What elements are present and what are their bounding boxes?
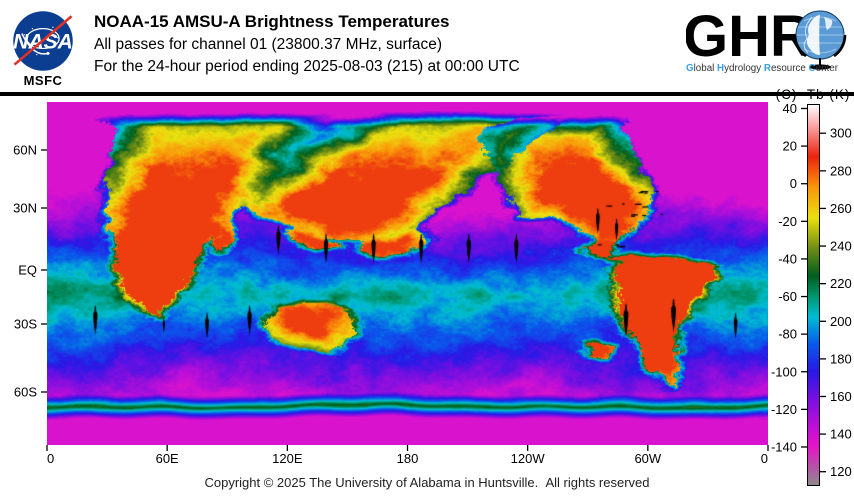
svg-text:260: 260 <box>830 201 852 216</box>
svg-text:-80: -80 <box>778 327 797 342</box>
svg-text:220: 220 <box>830 276 852 291</box>
svg-text:300: 300 <box>830 126 852 141</box>
svg-text:200: 200 <box>830 314 852 329</box>
svg-text:160: 160 <box>830 389 852 404</box>
svg-text:30S: 30S <box>14 317 37 332</box>
svg-text:GHR: GHR <box>686 8 812 69</box>
svg-text:-20: -20 <box>778 214 797 229</box>
svg-text:Global Hydrology Resource Cent: Global Hydrology Resource Center <box>686 63 839 74</box>
svg-text:-60: -60 <box>778 289 797 304</box>
svg-text:0: 0 <box>761 451 768 466</box>
svg-text:120W: 120W <box>511 451 546 466</box>
svg-text:180: 180 <box>830 351 852 366</box>
svg-text:280: 280 <box>830 163 852 178</box>
svg-text:60E: 60E <box>156 451 179 466</box>
svg-text:-140: -140 <box>771 439 797 454</box>
svg-text:60W: 60W <box>634 451 661 466</box>
svg-text:60N: 60N <box>13 143 37 158</box>
svg-text:60S: 60S <box>14 385 37 400</box>
svg-text:-100: -100 <box>771 364 797 379</box>
svg-text:0: 0 <box>47 451 54 466</box>
svg-text:40: 40 <box>783 101 797 116</box>
svg-text:120E: 120E <box>272 451 303 466</box>
svg-text:180: 180 <box>397 451 419 466</box>
svg-text:-40: -40 <box>778 251 797 266</box>
svg-text:30N: 30N <box>13 201 37 216</box>
svg-text:240: 240 <box>830 239 852 254</box>
svg-text:EQ: EQ <box>18 263 37 278</box>
svg-text:0: 0 <box>790 176 797 191</box>
svg-text:-120: -120 <box>771 402 797 417</box>
svg-text:140: 140 <box>830 427 852 442</box>
svg-text:20: 20 <box>783 139 797 154</box>
